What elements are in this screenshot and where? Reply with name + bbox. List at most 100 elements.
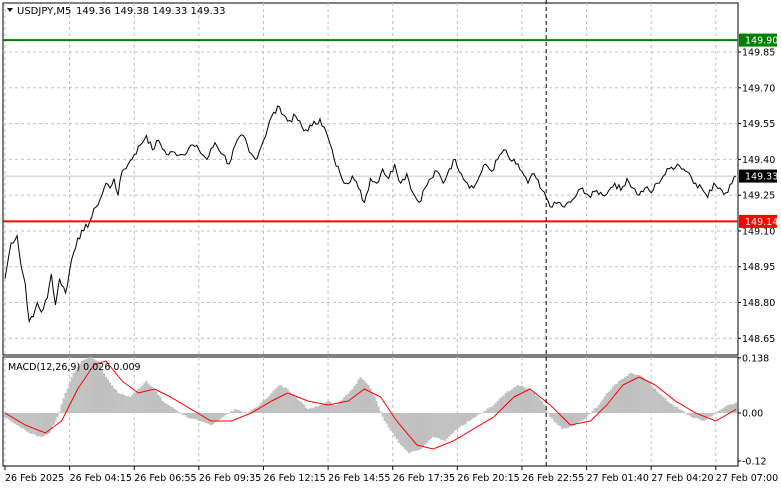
macd-histogram-bar [690, 413, 693, 417]
macd-histogram-bar [60, 404, 63, 413]
macd-histogram-bar [171, 407, 174, 413]
macd-histogram-bar [652, 387, 655, 413]
macd-histogram-bar [230, 410, 233, 413]
macd-histogram-bar [173, 409, 176, 413]
macd-histogram-bar [141, 385, 144, 413]
macd-histogram-bar [290, 393, 293, 413]
price-tick-label: 149.10 [742, 226, 775, 237]
last-price-tag-label: 149.33 [745, 172, 778, 183]
macd-histogram-bar [258, 405, 261, 413]
macd-histogram-bar [442, 413, 445, 441]
macd-histogram-bar [18, 413, 21, 427]
macd-histogram-bar [468, 413, 471, 421]
macd-histogram-bar [627, 373, 631, 413]
resistance-line-tag [739, 33, 777, 47]
macd-histogram-bar [121, 393, 124, 413]
macd-tick-label: 0.00 [742, 409, 763, 420]
macd-histogram-bar [50, 413, 53, 429]
macd-histogram-bar [399, 413, 402, 445]
macd-histogram-bar [106, 379, 110, 413]
macd-histogram-bar [274, 388, 277, 413]
macd-histogram-bar [70, 377, 73, 413]
symbol-label: USDJPY,M5 [17, 6, 71, 17]
macd-histogram-bar [668, 402, 671, 413]
macd-histogram-bar [569, 413, 572, 427]
resistance-line-tag-label: 149.90 [745, 36, 778, 47]
time-tick-label: 26 Feb 17:35 [393, 473, 455, 484]
macd-histogram-bar [644, 379, 647, 413]
macd-histogram-bar [209, 413, 213, 425]
macd-histogram-bar [100, 369, 104, 413]
macd-histogram-bar [345, 395, 348, 413]
macd-histogram-bar [531, 391, 534, 413]
macd-histogram-bar [434, 413, 437, 438]
macd-histogram-bar [732, 403, 736, 413]
macd-histogram-bar [728, 404, 732, 413]
symbol-dropdown-icon[interactable] [7, 8, 13, 12]
macd-histogram-bar [401, 413, 404, 447]
macd-histogram-bar [10, 413, 13, 422]
macd-histogram-bar [319, 405, 322, 413]
macd-histogram-bar [129, 397, 132, 413]
macd-histogram-bar [482, 411, 485, 413]
macd-histogram-bar [270, 393, 273, 413]
macd-histogram-bar [527, 388, 530, 413]
macd-histogram-bar [708, 413, 711, 417]
macd-histogram-bar [722, 407, 725, 413]
macd-histogram-bar [351, 389, 354, 413]
macd-histogram-bar [284, 387, 287, 413]
macd-histogram-bar [137, 389, 140, 413]
price-pane: 149.85 149.70 149.55 149.40 149.25 149.10 148.… [2, 2, 778, 356]
macd-histogram-bar [634, 374, 637, 413]
macd-histogram-bar [339, 400, 342, 413]
macd-histogram-bar [304, 407, 307, 413]
macd-histogram-bar [282, 387, 285, 413]
macd-histogram-bar [179, 413, 182, 414]
macd-pane: 0.138 0.00 -0.12 [2, 353, 769, 468]
macd-histogram-bar [62, 398, 65, 413]
macd-histogram-bar [296, 399, 299, 413]
macd-histogram-bar [288, 391, 291, 413]
time-tick-label: 26 Feb 09:35 [199, 473, 261, 484]
macd-histogram-bar [541, 401, 544, 413]
macd-histogram-bar [193, 413, 196, 420]
macd-histogram-bar [603, 396, 606, 413]
macd-histogram-bar [276, 386, 279, 413]
macd-histogram-bar [175, 410, 178, 413]
macd-histogram-bar [56, 413, 59, 417]
macd-histogram-bar [415, 413, 419, 451]
macd-histogram-bar [696, 413, 699, 419]
macd-histogram-bar [636, 374, 639, 413]
macd-histogram-bar [104, 377, 108, 413]
macd-histogram-bar [700, 413, 703, 421]
macd-histogram-bar [163, 402, 166, 413]
macd-histogram-bar [22, 413, 25, 429]
macd-histogram-bar [314, 406, 318, 413]
macd-histogram-bar [157, 394, 160, 413]
macd-histogram-bar [201, 413, 204, 422]
macd-histogram-bar [575, 413, 578, 424]
macd-histogram-bar [563, 413, 566, 429]
macd-histogram-bar [409, 413, 412, 453]
macd-histogram-bar [555, 413, 558, 424]
macd-pane-frame [2, 356, 739, 467]
macd-histogram-bar [280, 385, 283, 413]
price-tick-label: 149.85 [742, 48, 775, 59]
macd-histogram-bar [260, 402, 263, 413]
macd-histogram-bar [674, 406, 677, 413]
macd-histogram-bar [516, 385, 520, 413]
macd-histogram-bar [625, 376, 629, 413]
macd-histogram-bar [656, 391, 659, 413]
macd-histogram-bar [460, 413, 463, 426]
macd-histogram-bar [646, 380, 649, 413]
macd-histogram-bar [222, 413, 225, 417]
price-pane-frame [2, 2, 739, 356]
macd-histogram-bar [424, 413, 427, 445]
macd-histogram-bar [365, 383, 368, 413]
macd-histogram-bar [302, 404, 305, 413]
macd-histogram-bar [698, 413, 701, 420]
macd-histogram-bar [353, 386, 356, 413]
macd-histogram-bar [42, 413, 45, 437]
macd-histogram-bar [327, 401, 330, 413]
macd-histogram-bar [325, 402, 328, 413]
